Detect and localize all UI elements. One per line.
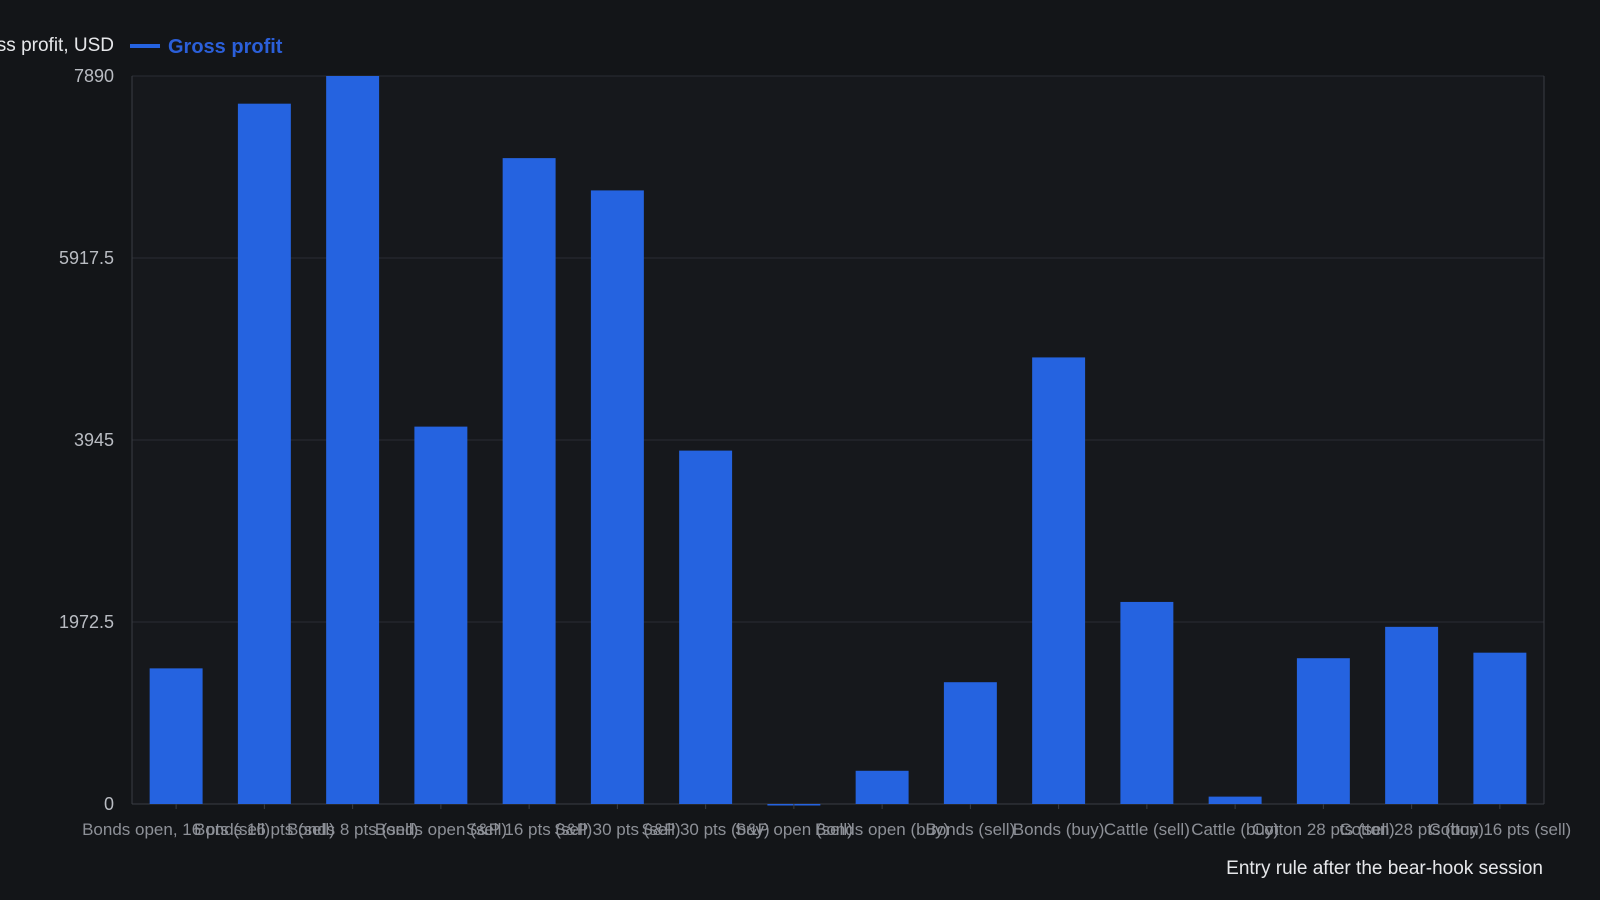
x-tick-label: Cotton 16 pts (sell) — [1429, 820, 1572, 839]
y-tick-label: 3945 — [74, 430, 114, 450]
y-axis-label: Gross profit, USD — [0, 35, 114, 56]
bar[interactable] — [326, 76, 380, 804]
bar[interactable] — [1208, 796, 1262, 804]
x-tick-label: Cattle (buy) — [1191, 820, 1279, 839]
bar[interactable] — [590, 190, 644, 804]
legend-entry: Gross profit — [168, 36, 283, 58]
legend: Gross profit, USD Gross profit — [0, 35, 283, 58]
bar[interactable] — [414, 426, 468, 804]
bar[interactable] — [1032, 357, 1086, 804]
bar[interactable] — [1473, 652, 1527, 804]
x-axis-label: Entry rule after the bear-hook session — [1226, 858, 1543, 879]
y-tick-label: 7890 — [74, 66, 114, 86]
y-tick-label: 5917.5 — [59, 248, 114, 268]
x-tick-label: Bonds open, 16 pts (sell) — [82, 820, 270, 839]
bars — [149, 76, 1527, 806]
x-tick-label: Cotton 28 pts (buy) — [1339, 820, 1484, 839]
x-tick-label: Bonds (buy) — [1013, 820, 1105, 839]
x-tick-label: Bonds open (sell) — [375, 820, 507, 839]
x-tick-label: S&P 16 pts (sell) — [466, 820, 592, 839]
y-tick-label: 0 — [104, 794, 114, 814]
bar[interactable] — [679, 450, 733, 804]
x-tick-label: Cotton 28 pts (sell) — [1252, 820, 1395, 839]
x-tick-label: Bonds 16 pts (sell) — [194, 820, 335, 839]
y-tick-label: 1972.5 — [59, 612, 114, 632]
bar[interactable] — [502, 158, 556, 804]
x-tick-label: S&P 30 pts (buy) — [642, 820, 770, 839]
x-tick-label: Cattle (sell) — [1104, 820, 1190, 839]
bar[interactable] — [149, 668, 203, 804]
x-tick-label: Bonds open (buy) — [815, 820, 949, 839]
x-axis-ticks: Bonds open, 16 pts (sell)Bonds 16 pts (s… — [82, 804, 1571, 839]
x-tick-label: S&P open (sell) — [735, 820, 853, 839]
bar[interactable] — [1385, 626, 1439, 804]
x-tick-label: Bonds (sell) — [925, 820, 1015, 839]
bar[interactable] — [1120, 601, 1174, 804]
x-tick-label: Bonds 8 pts (sell) — [287, 820, 418, 839]
x-tick-label: S&P 30 pts (sell) — [554, 820, 680, 839]
bar[interactable] — [855, 770, 909, 804]
bar[interactable] — [1296, 658, 1350, 804]
bar[interactable] — [237, 103, 291, 805]
bar[interactable] — [943, 682, 997, 804]
y-axis-ticks: 0 1972.5 3945 5917.5 7890 — [59, 66, 114, 814]
